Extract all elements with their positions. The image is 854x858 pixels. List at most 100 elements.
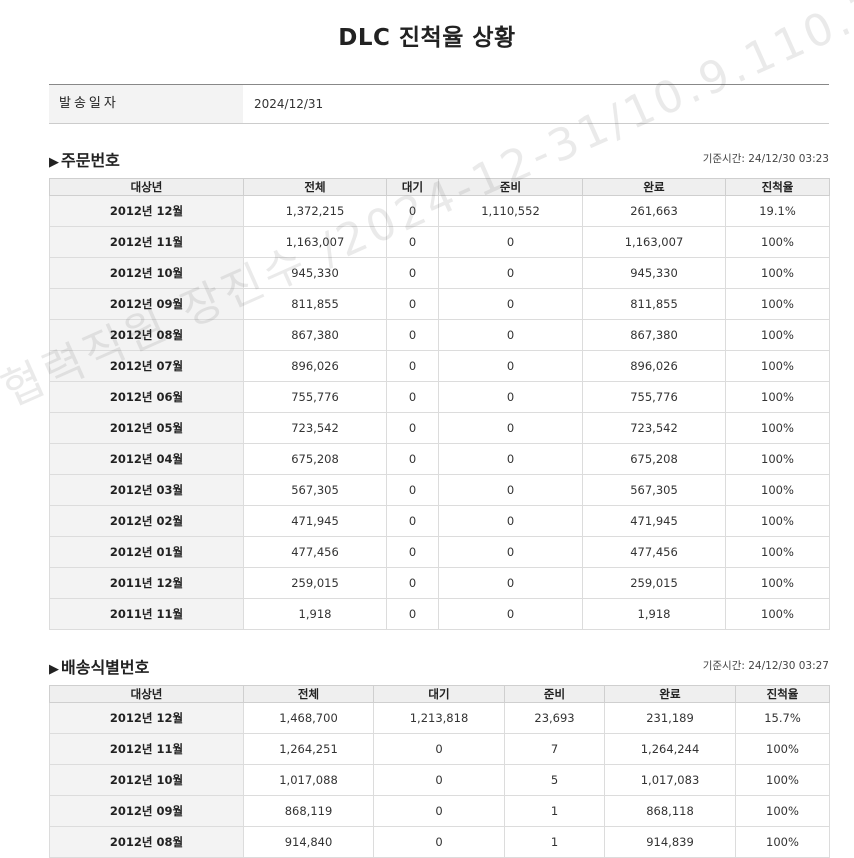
- table-cell: 100%: [725, 350, 830, 382]
- table-cell: 0: [438, 319, 583, 351]
- table-cell: 2012년 02월: [49, 505, 244, 537]
- table-cell: 23,693: [504, 702, 605, 734]
- table-row: 2012년 06월 755,776 0 0 755,776 100%: [49, 381, 830, 413]
- table-cell: 0: [386, 412, 439, 444]
- table-cell: 100%: [725, 381, 830, 413]
- table-cell: 567,305: [243, 474, 387, 506]
- table-cell: 2012년 08월: [49, 319, 244, 351]
- table-cell: 2012년 08월: [49, 826, 244, 858]
- table-cell: 1,468,700: [243, 702, 374, 734]
- send-date-row: 발송일자 2024/12/31: [49, 84, 829, 124]
- table-cell: 723,542: [243, 412, 387, 444]
- table-cell: 2012년 03월: [49, 474, 244, 506]
- table-cell: 896,026: [243, 350, 387, 382]
- table-cell: 755,776: [243, 381, 387, 413]
- table-cell: 0: [386, 288, 439, 320]
- column-header: 완료: [582, 178, 726, 196]
- column-header: 진척율: [735, 685, 830, 703]
- table-cell: 1: [504, 826, 605, 858]
- table-row: 2012년 10월 945,330 0 0 945,330 100%: [49, 257, 830, 289]
- table-cell: 0: [438, 381, 583, 413]
- table-cell: 0: [386, 350, 439, 382]
- table-cell: 2012년 09월: [49, 795, 244, 827]
- table-cell: 100%: [725, 505, 830, 537]
- column-header: 완료: [604, 685, 736, 703]
- table-cell: 100%: [725, 443, 830, 475]
- table-cell: 1: [504, 795, 605, 827]
- orders-heading: 주문번호: [61, 151, 120, 170]
- table-row: 2012년 04월 675,208 0 0 675,208 100%: [49, 443, 830, 475]
- table-cell: 2012년 09월: [49, 288, 244, 320]
- table-cell: 1,264,251: [243, 733, 374, 765]
- table-cell: 259,015: [243, 567, 387, 599]
- table-cell: 0: [438, 257, 583, 289]
- table-cell: 100%: [735, 826, 830, 858]
- table-cell: 7: [504, 733, 605, 765]
- table-row: 2012년 10월 1,017,088 0 5 1,017,083 100%: [49, 764, 830, 796]
- column-header: 전체: [243, 685, 374, 703]
- table-cell: 675,208: [243, 443, 387, 475]
- column-header: 준비: [504, 685, 605, 703]
- table-cell: 2012년 10월: [49, 257, 244, 289]
- triangle-right-icon: ▶: [49, 662, 59, 677]
- table-cell: 867,380: [243, 319, 387, 351]
- table-cell: 2012년 05월: [49, 412, 244, 444]
- table-cell: 0: [386, 443, 439, 475]
- table-cell: 1,110,552: [438, 195, 583, 227]
- table-cell: 100%: [725, 257, 830, 289]
- table-cell: 1,372,215: [243, 195, 387, 227]
- table-cell: 755,776: [582, 381, 726, 413]
- orders-header-row: 대상년 전체 대기 준비 완료 진척율: [49, 178, 830, 196]
- orders-table: 대상년 전체 대기 준비 완료 진척율 2012년 12월 1,372,215 0 1,110,…: [49, 178, 830, 630]
- table-cell: 261,663: [582, 195, 726, 227]
- shipments-heading: 배송식별번호: [61, 658, 150, 677]
- table-cell: 100%: [725, 226, 830, 258]
- shipments-header-row: 대상년 전체 대기 준비 완료 진척율: [49, 685, 830, 703]
- table-row: 2012년 09월 811,855 0 0 811,855 100%: [49, 288, 830, 320]
- column-header: 진척율: [725, 178, 830, 196]
- table-cell: 867,380: [582, 319, 726, 351]
- table-cell: 100%: [735, 795, 830, 827]
- table-row: 2012년 03월 567,305 0 0 567,305 100%: [49, 474, 830, 506]
- table-cell: 0: [386, 598, 439, 630]
- table-cell: 19.1%: [725, 195, 830, 227]
- table-cell: 2012년 04월: [49, 443, 244, 475]
- table-row: 2011년 11월 1,918 0 0 1,918 100%: [49, 598, 830, 630]
- table-cell: 1,213,818: [373, 702, 505, 734]
- table-cell: 471,945: [243, 505, 387, 537]
- table-row: 2012년 09월 868,119 0 1 868,118 100%: [49, 795, 830, 827]
- table-cell: 259,015: [582, 567, 726, 599]
- column-header: 준비: [438, 178, 583, 196]
- shipments-table: 대상년 전체 대기 준비 완료 진척율 2012년 12월 1,468,700 1,213,8…: [49, 685, 830, 858]
- table-cell: 811,855: [582, 288, 726, 320]
- table-cell: 811,855: [243, 288, 387, 320]
- table-cell: 0: [373, 733, 505, 765]
- table-cell: 231,189: [604, 702, 736, 734]
- table-cell: 477,456: [582, 536, 726, 568]
- send-date-value: 2024/12/31: [254, 97, 324, 111]
- table-cell: 0: [438, 505, 583, 537]
- table-cell: 2012년 10월: [49, 764, 244, 796]
- table-row: 2012년 12월 1,468,700 1,213,818 23,693 231,189…: [49, 702, 830, 734]
- shipments-section-title: ▶ 배송식별번호: [49, 654, 149, 678]
- table-row: 2012년 11월 1,163,007 0 0 1,163,007 100%: [49, 226, 830, 258]
- table-cell: 0: [438, 412, 583, 444]
- table-cell: 1,918: [243, 598, 387, 630]
- table-cell: 2011년 12월: [49, 567, 244, 599]
- table-cell: 0: [386, 195, 439, 227]
- table-cell: 723,542: [582, 412, 726, 444]
- send-date-label: 발송일자: [49, 85, 243, 123]
- table-cell: 2012년 07월: [49, 350, 244, 382]
- table-cell: 15.7%: [735, 702, 830, 734]
- table-cell: 914,839: [604, 826, 736, 858]
- table-cell: 0: [386, 381, 439, 413]
- table-row: 2012년 08월 867,380 0 0 867,380 100%: [49, 319, 830, 351]
- table-row: 2011년 12월 259,015 0 0 259,015 100%: [49, 567, 830, 599]
- table-row: 2012년 05월 723,542 0 0 723,542 100%: [49, 412, 830, 444]
- table-cell: 1,264,244: [604, 733, 736, 765]
- table-cell: 868,119: [243, 795, 374, 827]
- table-cell: 945,330: [582, 257, 726, 289]
- table-cell: 471,945: [582, 505, 726, 537]
- table-cell: 914,840: [243, 826, 374, 858]
- table-cell: 0: [386, 474, 439, 506]
